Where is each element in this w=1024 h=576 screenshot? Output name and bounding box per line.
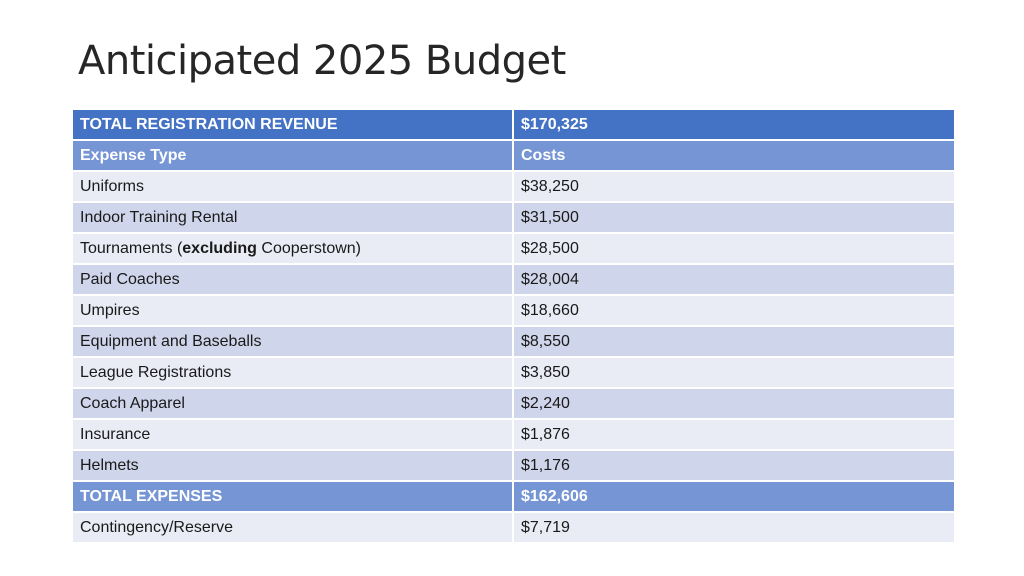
expense-label: Indoor Training Rental [71,201,514,234]
slide-title: Anticipated 2025 Budget [78,38,566,84]
expense-cost: $18,660 [512,294,956,327]
table-row: Tournaments (excluding Cooperstown) $28,… [71,232,956,265]
expense-label: Equipment and Baseballs [71,325,514,358]
expense-label-prefix: Tournaments ( [80,239,183,257]
expense-label: Tournaments (excluding Cooperstown) [71,232,514,265]
table-row: Indoor Training Rental $31,500 [71,201,956,234]
table-row: Coach Apparel $2,240 [71,387,956,420]
expense-cost: $38,250 [512,170,956,203]
reserve-row: Contingency/Reserve $7,719 [71,511,956,544]
total-expenses-value: $162,606 [512,480,956,513]
expense-cost: $31,500 [512,201,956,234]
expense-label: Paid Coaches [71,263,514,296]
revenue-label: TOTAL REGISTRATION REVENUE [71,108,514,141]
expense-type-header: Expense Type [71,139,514,172]
reserve-label: Contingency/Reserve [71,511,514,544]
expense-label: Umpires [71,294,514,327]
expense-label: Helmets [71,449,514,482]
expense-cost: $3,850 [512,356,956,389]
expense-cost: $1,176 [512,449,956,482]
total-expenses-label: TOTAL EXPENSES [71,480,514,513]
table-row: Umpires $18,660 [71,294,956,327]
expense-label-emphasis: excluding [182,239,257,257]
expense-cost: $8,550 [512,325,956,358]
table-row: Insurance $1,876 [71,418,956,451]
costs-header: Costs [512,139,956,172]
budget-table: TOTAL REGISTRATION REVENUE $170,325 Expe… [71,108,956,544]
table-row: Helmets $1,176 [71,449,956,482]
table-row: Paid Coaches $28,004 [71,263,956,296]
expense-cost: $28,500 [512,232,956,265]
expense-cost: $1,876 [512,418,956,451]
revenue-row: TOTAL REGISTRATION REVENUE $170,325 [71,108,956,141]
expense-label: Insurance [71,418,514,451]
column-header-row: Expense Type Costs [71,139,956,172]
expense-label: League Registrations [71,356,514,389]
expense-label: Uniforms [71,170,514,203]
table-row: League Registrations $3,850 [71,356,956,389]
expense-cost: $2,240 [512,387,956,420]
expense-label: Coach Apparel [71,387,514,420]
expense-cost: $28,004 [512,263,956,296]
table-row: Uniforms $38,250 [71,170,956,203]
revenue-value: $170,325 [512,108,956,141]
reserve-value: $7,719 [512,511,956,544]
table-row: Equipment and Baseballs $8,550 [71,325,956,358]
total-expenses-row: TOTAL EXPENSES $162,606 [71,480,956,513]
expense-label-suffix: Cooperstown) [256,239,361,257]
